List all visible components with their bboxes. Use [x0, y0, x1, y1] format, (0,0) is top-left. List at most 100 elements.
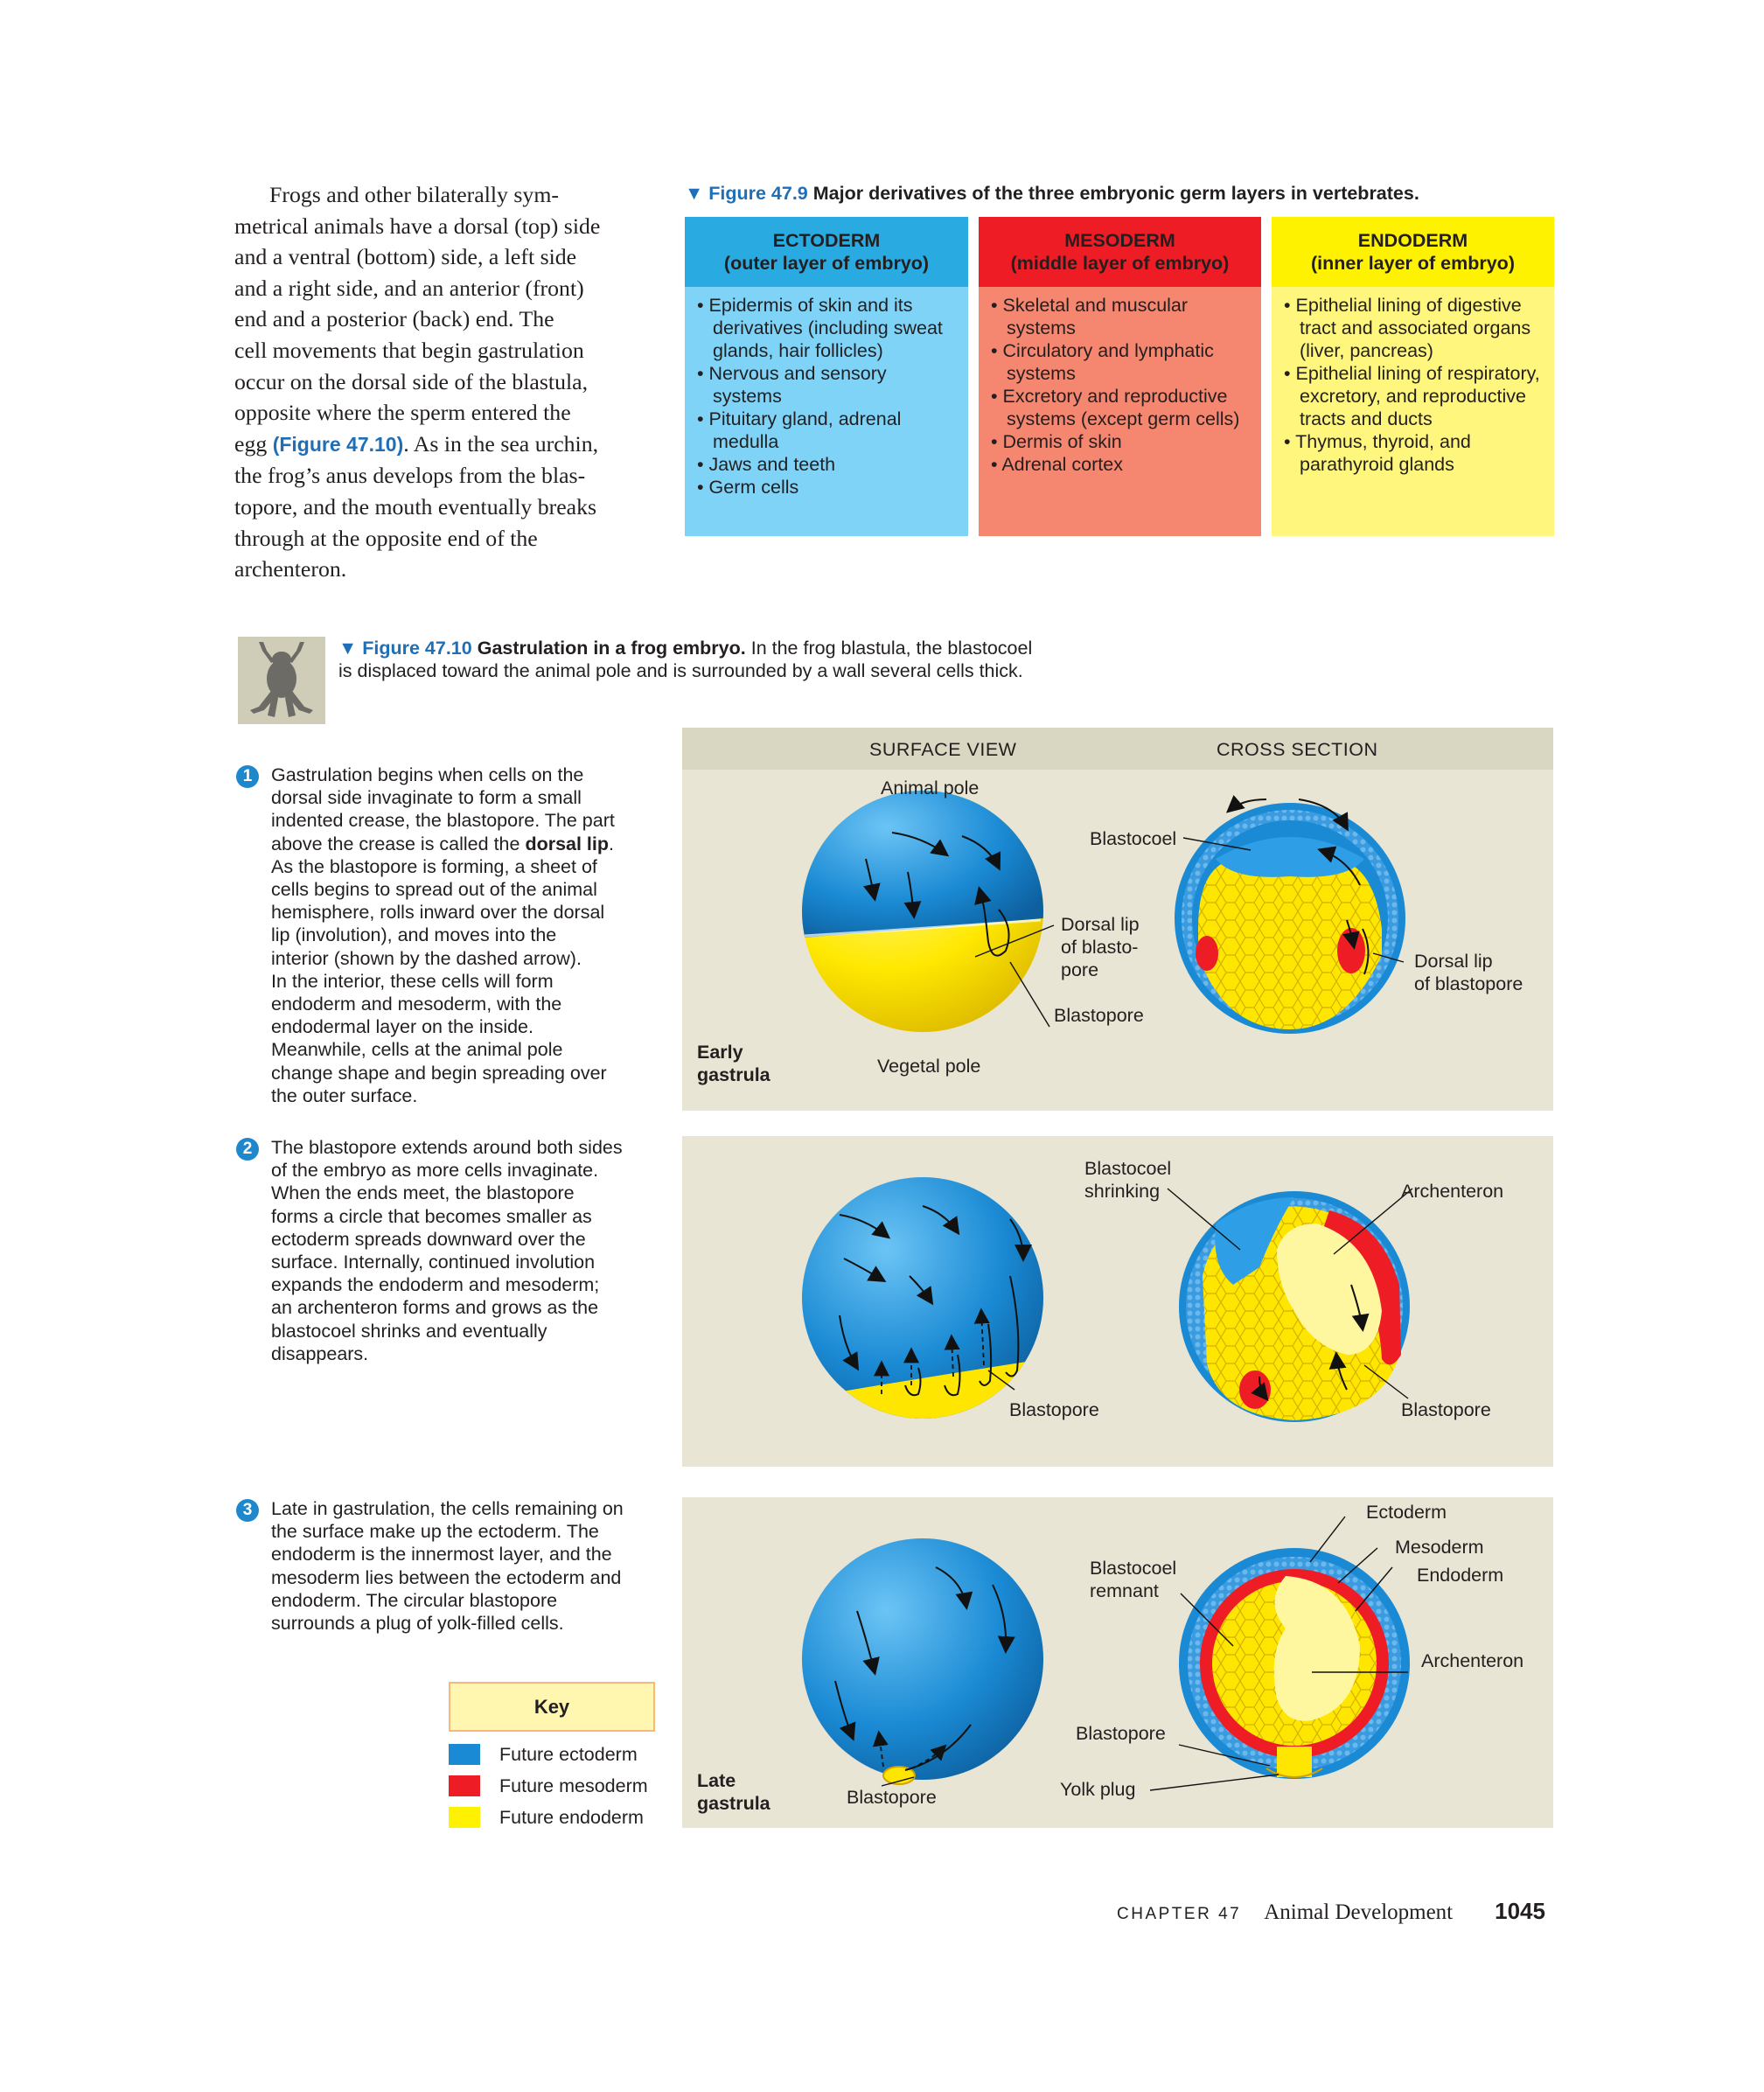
body-line: archenteron.: [234, 556, 347, 582]
footer-chapter: CHAPTER 47: [1117, 1905, 1242, 1923]
frog-silhouette-icon: [250, 642, 313, 717]
endoderm-label: Endoderm: [1417, 1565, 1504, 1586]
figure-47-10-title: Gastrulation in a frog embryo.: [477, 638, 746, 659]
late-gastrula-label: Late gastrula: [697, 1770, 770, 1814]
mid-cross-section-embryo: [1179, 1191, 1410, 1422]
list-item: Epidermis of skin and its derivatives (i…: [697, 294, 959, 362]
step-text-part: Gastrulation begins when cells on the do…: [271, 764, 615, 854]
key-row-endoderm: Future endoderm: [449, 1805, 644, 1830]
list-item: Skeletal and muscular systems: [991, 294, 1252, 339]
mid-gastrula-panel: Blastocoel shrinking Archenteron Blastop…: [682, 1136, 1553, 1467]
endoderm-subtitle: (inner layer of embryo): [1311, 253, 1515, 274]
vegetal-pole-label: Vegetal pole: [877, 1056, 981, 1077]
endoderm-header: ENDODERM (inner layer of embryo): [1272, 217, 1554, 287]
step-2: 2 The blastopore extends around both sid…: [236, 1136, 647, 1365]
list-item: Pituitary gland, adrenal medulla: [697, 408, 959, 453]
surface-view-header: SURFACE VIEW: [869, 739, 1017, 760]
list-item: Epithelial lining of digestive tract and…: [1284, 294, 1545, 362]
mesoderm-header: MESODERM (middle layer of embryo): [979, 217, 1261, 287]
early-gastrula-panel: SURFACE VIEW CROSS SECTION: [682, 728, 1553, 1111]
mesoderm-subtitle: (middle layer of embryo): [1010, 253, 1230, 274]
step-text: Gastrulation begins when cells on the do…: [236, 764, 647, 1107]
mesoderm-swatch: [449, 1775, 480, 1796]
page-number: 1045: [1495, 1898, 1545, 1924]
list-item: Jaws and teeth: [697, 453, 959, 476]
early-gastrula-label: Early gastrula: [697, 1042, 770, 1085]
list-item: Thymus, thyroid, and parathyroid glands: [1284, 430, 1545, 476]
body-line: the frog’s anus develops from the blas-: [234, 463, 586, 489]
figure-47-10-number: ▼ Figure 47.10: [338, 638, 472, 659]
step-bold-term: dorsal lip: [525, 833, 610, 854]
ectoderm-title: ECTODERM: [772, 230, 881, 251]
blastopore-surface-label: Blastopore: [847, 1787, 937, 1808]
blastopore-cross-label: Blastopore: [1076, 1723, 1166, 1744]
mid-surface-embryo: [802, 1177, 1043, 1419]
mesoderm-label: Mesoderm: [1395, 1537, 1484, 1558]
list-item: Excretory and reproductive systems (exce…: [991, 385, 1252, 430]
footer-title: Animal Development: [1264, 1900, 1454, 1924]
body-line: egg (Figure 47.10). As in the sea urchin…: [234, 429, 661, 461]
blastocoel-shrinking-label: Blastocoel shrinking: [1084, 1158, 1172, 1202]
body-paragraph: Frogs and other bilaterally sym- metrica…: [234, 179, 661, 585]
late-cross-section-embryo: [1179, 1548, 1410, 1779]
figure-47-10-caption-text: is displaced toward the animal pole and …: [338, 660, 1023, 681]
endoderm-swatch: [449, 1807, 480, 1828]
figure-47-9-caption: ▼ Figure 47.9 Major derivatives of the t…: [685, 182, 1419, 205]
late-surface-embryo: [802, 1538, 1043, 1785]
archenteron-label: Archenteron: [1401, 1181, 1504, 1202]
step-number: 1: [236, 765, 259, 788]
early-cross-section-embryo: [1175, 794, 1405, 1034]
ectoderm-subtitle: (outer layer of embryo): [723, 253, 930, 274]
body-line: through at the opposite end of the: [234, 525, 538, 551]
blastopore-cross-label: Blastopore: [1401, 1399, 1491, 1420]
body-line: opposite where the sperm entered the: [234, 400, 571, 426]
body-line: and a ventral (bottom) side, a left side: [234, 244, 577, 270]
body-line: cell movements that begin gastrulation: [234, 337, 584, 363]
body-line: end and a posterior (back) end. The: [234, 306, 554, 332]
step-text: The blastopore extends around both sides…: [271, 1137, 623, 1364]
step-1: 1 Gastrulation begins when cells on the …: [236, 764, 647, 1107]
ectoderm-swatch: [449, 1744, 480, 1765]
blastopore-label: Blastopore: [1054, 1005, 1144, 1026]
blastocoel-remnant-label: Blastocoel remnant: [1090, 1558, 1177, 1601]
body-line: and a right side, and an anterior (front…: [234, 275, 584, 301]
late-gastrula-illustration: [802, 1516, 1410, 1791]
late-gastrula-panel: Ectoderm Mesoderm Endoderm Blastocoel re…: [682, 1497, 1553, 1828]
endoderm-column: ENDODERM (inner layer of embryo) Epithel…: [1272, 217, 1554, 536]
page-footer: CHAPTER 47 Animal Development 1045: [1117, 1898, 1545, 1925]
body-line-part: . As in the sea urchin,: [403, 430, 599, 457]
key-row-ectoderm: Future ectoderm: [449, 1742, 638, 1767]
list-item: Nervous and sensory systems: [697, 362, 959, 408]
mesoderm-column: MESODERM (middle layer of embryo) Skelet…: [979, 217, 1261, 536]
blastopore-surface-label: Blastopore: [1009, 1399, 1099, 1420]
early-gastrula-illustration: [802, 791, 1405, 1034]
dorsal-lip-label: Dorsal lip of blastopore: [1414, 951, 1523, 994]
body-line: metrical animals have a dorsal (top) sid…: [234, 213, 601, 239]
step-text: Late in gastrulation, the cells remainin…: [271, 1498, 624, 1635]
frog-icon-box: [238, 637, 325, 724]
list-item: Epithelial lining of respiratory, excret…: [1284, 362, 1545, 430]
list-item: Dermis of skin: [991, 430, 1252, 453]
animal-pole-label: Animal pole: [881, 778, 980, 798]
list-item: Adrenal cortex: [991, 453, 1252, 476]
ectoderm-column: ECTODERM (outer layer of embryo) Epiderm…: [685, 217, 968, 536]
endoderm-title: ENDODERM: [1357, 230, 1468, 251]
dorsal-lip-short-label: Dorsal lip of blasto- pore: [1061, 914, 1140, 980]
step-number: 3: [236, 1499, 259, 1522]
key-label: Future mesoderm: [499, 1775, 648, 1796]
mesoderm-title: MESODERM: [1064, 230, 1175, 251]
figure-47-10-link[interactable]: (Figure 47.10): [272, 432, 404, 456]
body-line: topore, and the mouth eventually breaks: [234, 493, 597, 520]
yolk-plug-label: Yolk plug: [1060, 1779, 1136, 1800]
early-surface-embryo: [802, 791, 1043, 1032]
ectoderm-list: Epidermis of skin and its derivatives (i…: [685, 287, 968, 499]
endoderm-list: Epithelial lining of digestive tract and…: [1272, 287, 1554, 476]
ectoderm-header: ECTODERM (outer layer of embryo): [685, 217, 968, 287]
key-row-mesoderm: Future mesoderm: [449, 1774, 648, 1798]
mesoderm-list: Skeletal and muscular systems Circulator…: [979, 287, 1261, 476]
blastocoel-label: Blastocoel: [1090, 828, 1177, 849]
list-item: Germ cells: [697, 476, 959, 499]
panel-header-strip: [682, 728, 1553, 770]
body-line-part: egg: [234, 430, 273, 457]
figure-47-10-caption-text: In the frog blastula, the blastocoel: [750, 638, 1033, 659]
